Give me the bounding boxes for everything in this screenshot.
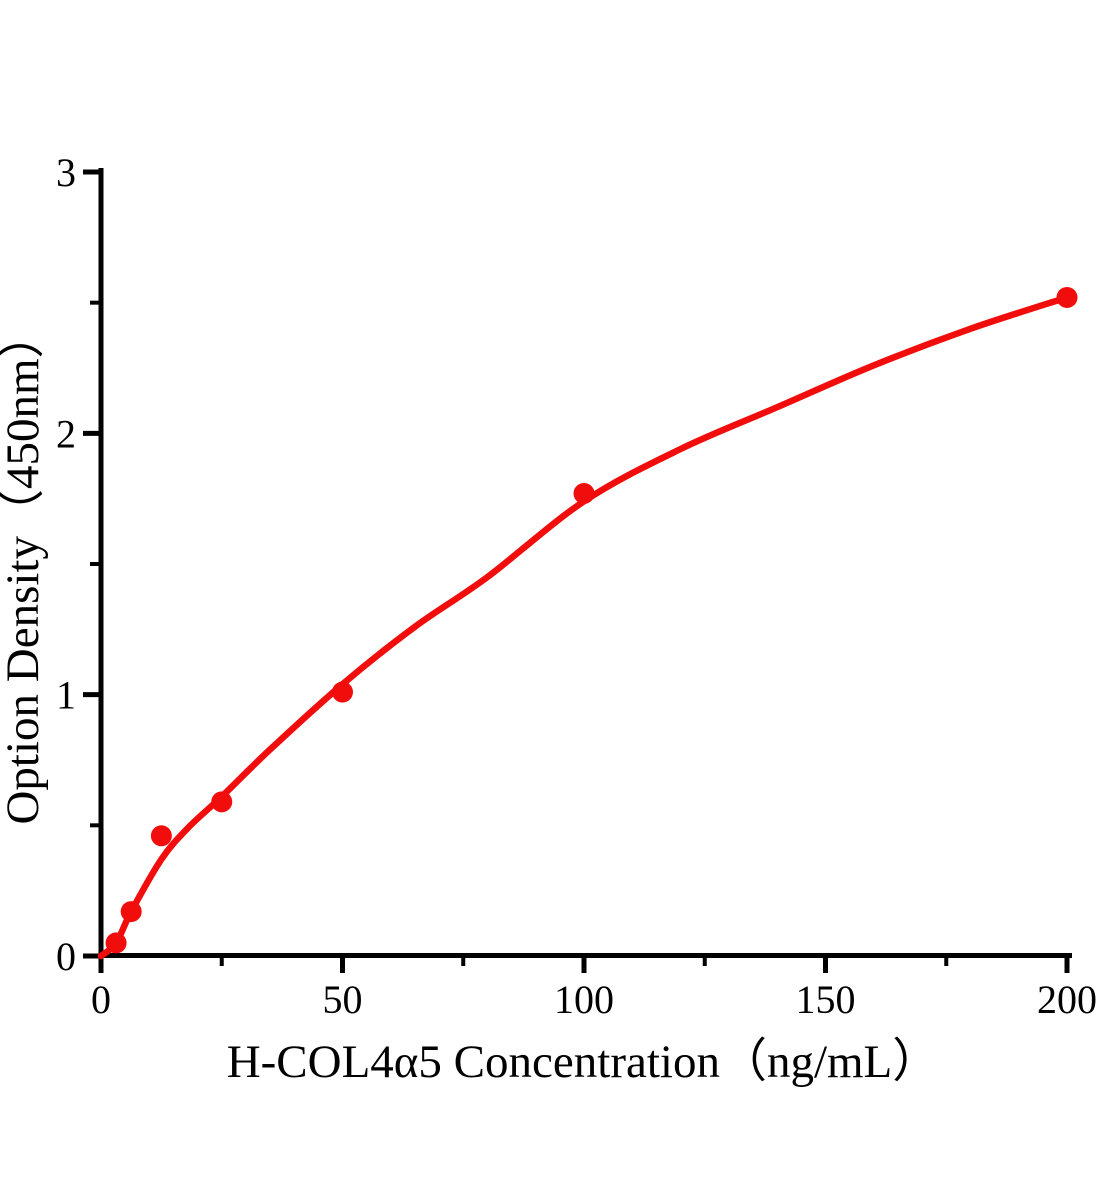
y-tick-label: 3 [56,150,76,195]
x-tick-label: 200 [1037,977,1097,1022]
data-point [332,681,353,703]
fitted-curve-path [97,294,1071,960]
x-tick-label: 0 [91,977,111,1022]
axes: 0 50 100 150 200 0 1 2 3 [56,150,1097,1022]
y-tick-label: 0 [56,934,76,979]
data-point [211,791,233,813]
plot-area [97,286,1078,960]
data-point [573,482,595,504]
data-point [105,932,127,954]
x-axis-title: H-COL4α5 Concentration（ng/mL） [227,1036,940,1088]
x-tick-label: 150 [796,977,856,1022]
data-point [120,901,142,923]
x-tick-label: 100 [554,977,614,1022]
y-axis-title: Option Density（450nm） [0,311,49,824]
data-point [150,825,172,847]
y-tick-label: 2 [56,411,76,456]
data-point [1056,286,1078,308]
x-tick-label: 50 [323,977,363,1022]
y-tick-label: 1 [56,673,76,718]
